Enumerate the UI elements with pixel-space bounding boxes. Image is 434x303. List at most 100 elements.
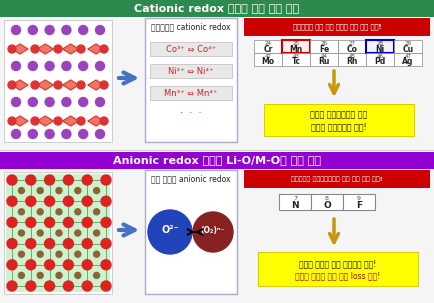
Circle shape <box>45 129 54 138</box>
Circle shape <box>94 251 99 257</box>
Polygon shape <box>12 116 28 126</box>
Circle shape <box>37 188 43 194</box>
Circle shape <box>7 217 17 227</box>
Text: O: O <box>323 201 331 209</box>
Bar <box>366 40 394 53</box>
Circle shape <box>75 188 81 194</box>
Bar <box>0 152 434 303</box>
Circle shape <box>28 25 37 35</box>
Circle shape <box>18 251 24 257</box>
Bar <box>254 53 282 66</box>
Circle shape <box>95 98 105 106</box>
Circle shape <box>31 81 39 89</box>
Text: 26: 26 <box>320 41 328 46</box>
Circle shape <box>63 260 73 270</box>
Circle shape <box>95 25 105 35</box>
Circle shape <box>75 209 81 215</box>
Circle shape <box>100 117 108 125</box>
Circle shape <box>63 217 73 227</box>
Bar <box>244 170 430 188</box>
Circle shape <box>7 196 17 206</box>
Text: F: F <box>356 201 362 209</box>
Text: 산소 이온의 anionic redox: 산소 이온의 anionic redox <box>151 175 231 184</box>
Bar <box>4 172 112 294</box>
Circle shape <box>75 251 81 257</box>
Circle shape <box>45 25 54 35</box>
Text: Anionic redox 우위의 Li-O/M-O계 양극 물질: Anionic redox 우위의 Li-O/M-O계 양극 물질 <box>113 155 321 165</box>
Text: 47: 47 <box>404 54 411 59</box>
Text: 25: 25 <box>293 41 299 46</box>
Bar <box>145 18 237 142</box>
Circle shape <box>31 117 39 125</box>
Text: 28: 28 <box>377 41 384 46</box>
Text: Co³⁺ ⇔ Co⁴⁺: Co³⁺ ⇔ Co⁴⁺ <box>166 45 216 54</box>
Circle shape <box>18 209 24 215</box>
Circle shape <box>82 175 92 185</box>
Bar <box>264 104 414 136</box>
Text: Cr: Cr <box>263 45 273 54</box>
Polygon shape <box>62 80 79 90</box>
Circle shape <box>95 62 105 71</box>
Circle shape <box>63 281 73 291</box>
Bar <box>282 40 310 53</box>
Polygon shape <box>12 44 28 54</box>
Circle shape <box>94 230 99 236</box>
Circle shape <box>11 62 20 71</box>
Bar <box>310 40 338 53</box>
Bar <box>311 194 343 210</box>
Circle shape <box>82 196 92 206</box>
Circle shape <box>45 260 55 270</box>
Circle shape <box>26 238 36 248</box>
Bar <box>150 42 232 56</box>
Circle shape <box>8 117 16 125</box>
Bar <box>282 53 310 66</box>
Circle shape <box>94 272 99 278</box>
Bar <box>338 40 366 53</box>
Circle shape <box>101 281 111 291</box>
Text: O²⁻: O²⁻ <box>161 225 179 235</box>
Polygon shape <box>12 80 28 90</box>
Text: 9: 9 <box>357 195 361 201</box>
Bar <box>0 152 434 169</box>
Circle shape <box>7 281 17 291</box>
Polygon shape <box>37 116 53 126</box>
Circle shape <box>45 98 54 106</box>
Bar <box>150 64 232 78</box>
Circle shape <box>26 175 36 185</box>
Circle shape <box>101 238 111 248</box>
Bar <box>244 18 430 36</box>
Circle shape <box>148 210 192 254</box>
Bar <box>150 86 232 100</box>
Circle shape <box>77 45 85 53</box>
Circle shape <box>28 62 37 71</box>
Circle shape <box>54 117 62 125</box>
Circle shape <box>11 98 20 106</box>
Circle shape <box>18 272 24 278</box>
Circle shape <box>26 281 36 291</box>
Circle shape <box>63 175 73 185</box>
Circle shape <box>94 188 99 194</box>
Circle shape <box>26 260 36 270</box>
Circle shape <box>56 251 62 257</box>
Circle shape <box>54 81 62 89</box>
Circle shape <box>62 129 71 138</box>
Circle shape <box>56 209 62 215</box>
Circle shape <box>62 98 71 106</box>
Bar <box>394 53 422 66</box>
Text: ·  ·  ·: · · · <box>180 108 202 118</box>
Bar <box>145 170 237 294</box>
Text: Fe: Fe <box>319 45 329 54</box>
Circle shape <box>56 230 62 236</box>
Circle shape <box>82 260 92 270</box>
Circle shape <box>82 217 92 227</box>
Circle shape <box>79 98 88 106</box>
Text: 산소이온의 활용가능정도에 의해 발진 용량 결정!: 산소이온의 활용가능정도에 의해 발진 용량 결정! <box>291 176 383 182</box>
Circle shape <box>62 25 71 35</box>
Circle shape <box>8 45 16 53</box>
Bar <box>4 20 112 142</box>
Text: 가벼운 산소로 인해 초고용량 가능!: 가벼운 산소로 인해 초고용량 가능! <box>299 259 377 268</box>
Text: Rh: Rh <box>346 58 358 66</box>
Circle shape <box>26 217 36 227</box>
Text: 전이금속의 cationic redox: 전이금속의 cationic redox <box>151 22 231 32</box>
Circle shape <box>63 196 73 206</box>
